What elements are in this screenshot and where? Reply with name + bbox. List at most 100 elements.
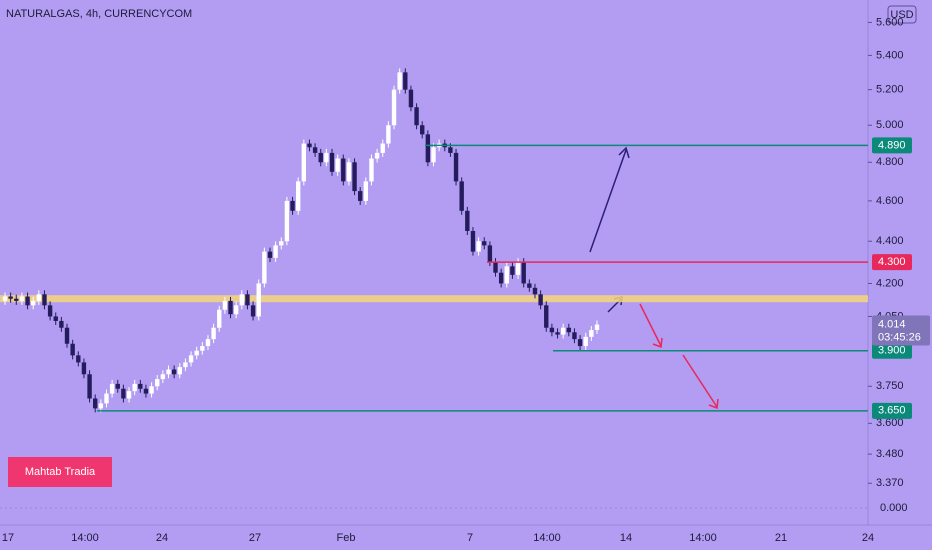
candle	[312, 147, 318, 153]
y-tick-label: 3.480	[876, 448, 904, 460]
candle	[341, 158, 346, 182]
x-tick-label: 27	[249, 532, 261, 544]
candle	[380, 143, 385, 153]
candle	[36, 294, 42, 301]
candle	[352, 162, 357, 192]
currency[interactable]: USD	[890, 9, 913, 21]
candle	[397, 72, 402, 90]
candle	[25, 296, 30, 306]
x-tick-label: Feb	[337, 532, 356, 544]
candle	[138, 383, 143, 389]
candle	[166, 369, 171, 375]
candle	[19, 296, 25, 301]
candle	[81, 362, 87, 375]
candle	[8, 296, 13, 299]
candle	[284, 200, 290, 242]
y-tick-label: 4.800	[876, 156, 904, 168]
countdown: 03:45:26	[878, 331, 921, 343]
price-tag-box	[872, 315, 930, 346]
candle	[577, 339, 583, 347]
x-tick-label: 21	[775, 532, 787, 544]
candle	[589, 329, 594, 337]
level-label: 3.900	[878, 345, 906, 357]
chart-title: NATURALGAS, 4h, CURRENCYCOM	[6, 8, 192, 20]
candle	[476, 241, 481, 252]
level-tag: 3.650	[872, 402, 912, 419]
y-tick-label: 5.000	[876, 119, 904, 131]
x-tick-label: 24	[862, 532, 874, 544]
candle	[104, 393, 109, 404]
candle	[149, 386, 154, 394]
y-tick-label: 5.200	[876, 84, 904, 96]
current-price: 4.014	[878, 318, 906, 330]
candle	[183, 362, 188, 368]
candle	[14, 298, 19, 301]
candle	[346, 162, 352, 182]
candle	[301, 143, 307, 182]
candle	[222, 300, 228, 310]
level-tag-box	[872, 137, 912, 154]
candle	[504, 266, 509, 284]
candle	[538, 294, 543, 306]
level-tag: 4.300	[872, 254, 912, 271]
candle	[76, 355, 81, 363]
candle	[498, 272, 504, 284]
zone	[0, 295, 868, 303]
candle	[256, 283, 261, 317]
candle	[465, 210, 470, 231]
candle	[448, 147, 453, 153]
candle	[2, 296, 8, 301]
candle	[329, 152, 335, 172]
candle	[98, 403, 104, 409]
candle	[521, 262, 526, 284]
candle	[262, 251, 267, 284]
candle	[335, 158, 340, 172]
candle	[572, 332, 577, 340]
x-tick-label: 14	[620, 532, 632, 544]
candle	[211, 327, 216, 340]
candle	[47, 305, 53, 317]
currency-box[interactable]	[887, 5, 917, 24]
candle	[233, 305, 239, 315]
y-tick-label: 4.400	[876, 235, 904, 247]
candle	[549, 327, 555, 333]
level-tag: 4.890	[872, 137, 912, 154]
candle	[431, 147, 436, 163]
candle	[403, 72, 408, 90]
candle	[121, 388, 126, 399]
candle	[205, 339, 211, 347]
candle	[115, 383, 120, 389]
candle	[250, 305, 256, 317]
candle	[594, 324, 600, 330]
candle	[408, 89, 414, 108]
candle	[527, 283, 532, 288]
candle	[109, 383, 115, 394]
x-tick-label: 17	[2, 532, 14, 544]
candle	[267, 251, 273, 258]
candle	[487, 245, 493, 263]
indicator-tick-label: 0.000	[880, 502, 908, 514]
candle	[217, 309, 222, 328]
candle	[239, 294, 244, 306]
candle	[126, 391, 132, 399]
candle	[177, 367, 182, 375]
candle	[493, 262, 498, 273]
candle	[200, 346, 205, 351]
level-tag-box	[872, 254, 912, 271]
candle	[245, 294, 250, 306]
candle	[358, 191, 363, 201]
y-tick-label: 4.600	[876, 195, 904, 207]
x-tick-label: 14:00	[71, 532, 99, 544]
level-label: 3.650	[878, 405, 906, 417]
candle	[188, 355, 194, 363]
level-label: 4.890	[878, 139, 906, 151]
candle	[453, 152, 459, 182]
candle	[307, 143, 312, 148]
level-tag-box	[872, 402, 912, 419]
candle	[566, 327, 572, 333]
candle	[160, 374, 166, 380]
y-tick-label: 5.400	[876, 49, 904, 61]
candle	[391, 89, 397, 126]
candle	[318, 152, 323, 163]
